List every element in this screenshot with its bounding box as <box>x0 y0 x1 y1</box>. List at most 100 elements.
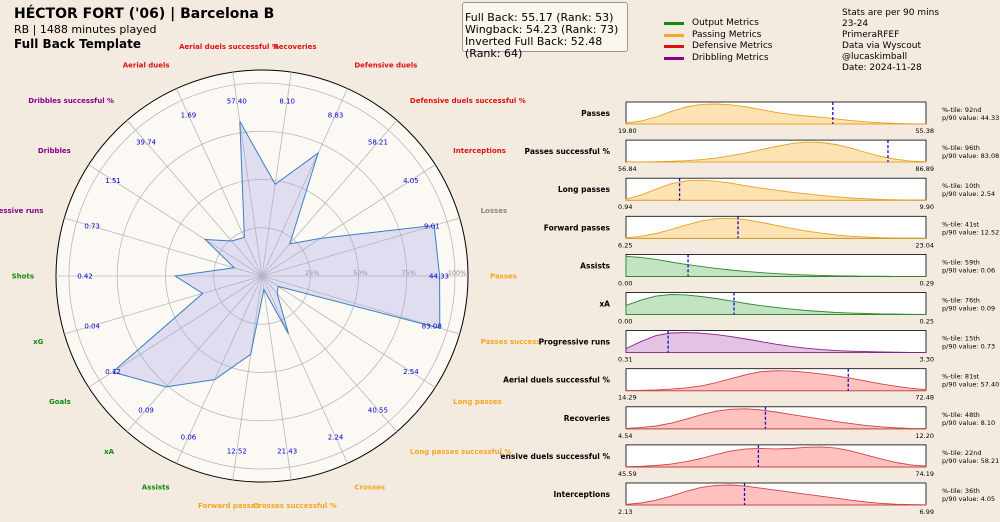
info-line: 23-24 <box>842 19 869 29</box>
template-title: Full Back Template <box>14 37 141 51</box>
radar-value-label: 8.83 <box>328 111 344 119</box>
dist-area <box>625 179 927 201</box>
dist-row-label: Recoveries <box>564 414 611 423</box>
dist-max-label: 12.20 <box>915 432 934 440</box>
radar-value-label: 1.69 <box>181 111 197 119</box>
legend-label: Passing Metrics <box>692 29 762 40</box>
dist-value-text: p/90 value: 0.06 <box>942 266 995 274</box>
dist-row-label: Passes successful % <box>525 147 611 156</box>
dist-percentile-text: %-tile: 10th <box>942 182 980 190</box>
legend-label: Output Metrics <box>692 18 759 28</box>
dist-row-label: xA <box>599 300 610 309</box>
dist-max-label: 3.30 <box>920 356 934 364</box>
radar-value-label: 1.51 <box>105 177 121 185</box>
radar-ring-label: 75% <box>402 269 416 277</box>
dist-min-label: 0.00 <box>618 279 632 287</box>
dist-max-label: 9.90 <box>920 203 934 211</box>
radar-value-label: 2.54 <box>403 368 419 376</box>
dist-value-text: p/90 value: 0.09 <box>942 305 995 313</box>
radar-value-label: 0.06 <box>181 434 197 442</box>
dist-area <box>625 370 927 392</box>
info-line: Stats are per 90 mins <box>842 8 940 18</box>
score-full-back: Full Back: 55.17 (Rank: 53) <box>465 11 614 24</box>
player-title: HÉCTOR FORT ('06) | Barcelona B <box>14 6 275 22</box>
info-line: Data via Wyscout <box>842 41 921 51</box>
dist-min-label: 0.31 <box>618 356 632 364</box>
legend-label: Defensive Metrics <box>692 41 773 52</box>
radar-value-label: 2.24 <box>328 434 344 442</box>
radar-value-label: 83.08 <box>422 322 442 330</box>
radar-metric-label: Passes <box>490 273 517 281</box>
dist-max-label: 86.89 <box>915 165 934 173</box>
radar-spoke <box>64 217 263 277</box>
info-line: PrimeraRFEF <box>842 30 900 40</box>
dist-percentile-text: %-tile: 92nd <box>942 106 981 114</box>
legend-label: Dribbling Metrics <box>692 52 769 63</box>
radar-spoke <box>261 275 348 464</box>
radar-spoke <box>232 72 263 277</box>
legend-item-dribbling: Dribbling Metrics <box>664 53 772 65</box>
dist-max-label: 23.04 <box>915 241 934 249</box>
radar-spoke <box>126 120 263 277</box>
dist-area <box>625 103 927 125</box>
dist-area <box>625 217 927 239</box>
dist-max-label: 55.38 <box>915 127 934 135</box>
radar-ring-label: 100% <box>448 269 467 277</box>
legend-item-passing: Passing Metrics <box>664 30 772 42</box>
radar-metric-label: Aerial duels successful % <box>179 43 279 51</box>
dist-min-label: 2.13 <box>618 508 632 516</box>
dist-min-label: 0.00 <box>618 318 632 326</box>
dist-max-label: 0.25 <box>920 318 934 326</box>
radar-metric-label: Crosses <box>354 484 385 492</box>
radar-metric-label: Interceptions <box>453 147 506 155</box>
radar-metric-label: Defensive duels successful % <box>410 97 526 105</box>
radar-value-label: 9.01 <box>424 223 440 231</box>
dist-row-label: Long passes <box>558 185 611 194</box>
score-inverted-full-back: Inverted Full Back: 52.48 (Rank: 64) <box>465 35 603 60</box>
dist-value-text: p/90 value: 2.54 <box>942 190 995 198</box>
radar-metric-label: Long passes successful % <box>410 448 512 456</box>
dist-max-label: 74.19 <box>915 470 934 478</box>
dist-row-label: Assists <box>580 261 610 270</box>
score-box: Full Back: 55.17 (Rank: 53) Wingback: 54… <box>462 2 628 60</box>
dist-percentile-text: %-tile: 76th <box>942 297 980 305</box>
radar-spoke <box>261 275 436 388</box>
dist-row-label: Forward passes <box>544 223 611 232</box>
dist-row-label: Passes <box>581 109 610 118</box>
radar-spoke <box>126 275 263 432</box>
radar-spoke <box>88 164 263 277</box>
dist-area <box>625 408 927 430</box>
radar-value-label: 0.73 <box>84 223 100 231</box>
radar-value-label: 39.74 <box>136 139 157 147</box>
radar-spoke <box>261 72 292 277</box>
radar-metric-label: Passes successful % <box>481 338 540 346</box>
dist-min-label: 6.25 <box>618 241 632 249</box>
radar-value-label: 12.52 <box>227 448 247 456</box>
dist-value-text: p/90 value: 58.21 <box>942 457 999 465</box>
radar-value-label: 21.43 <box>277 448 297 456</box>
dist-row-label: Progressive runs <box>539 338 611 347</box>
dist-min-label: 4.54 <box>618 432 632 440</box>
dist-value-text: p/90 value: 12.52 <box>942 228 999 236</box>
radar-spoke <box>64 275 263 335</box>
radar-metric-label: xA <box>104 448 115 456</box>
dist-value-text: p/90 value: 83.08 <box>942 152 999 160</box>
radar-metric-label: Dribbles successful % <box>28 97 114 105</box>
dist-value-text: p/90 value: 57.40 <box>942 381 999 389</box>
dist-value-text: p/90 value: 8.10 <box>942 419 995 427</box>
dist-area <box>625 446 927 468</box>
dist-value-text: p/90 value: 4.05 <box>942 495 995 503</box>
radar-chart: 25% 50% 75% 100%44.33 Passes 9.01 Losses 4.05 In… <box>0 43 540 510</box>
radar-value-label: 40.55 <box>368 406 388 414</box>
dist-row-label: Defensive duels successful % <box>500 452 610 461</box>
dist-value-text: p/90 value: 44.33 <box>942 114 999 122</box>
radar-metric-label: Goals <box>49 398 71 406</box>
radar-spoke <box>261 217 460 277</box>
dist-row-label: Aerial duels successful % <box>503 376 610 385</box>
dist-area <box>625 484 927 506</box>
radar-metric-label: Long passes <box>453 398 502 406</box>
radar-value-label: 4.05 <box>403 177 419 185</box>
radar-ring-label: 50% <box>353 269 367 277</box>
dist-percentile-text: %-tile: 59th <box>942 258 980 266</box>
